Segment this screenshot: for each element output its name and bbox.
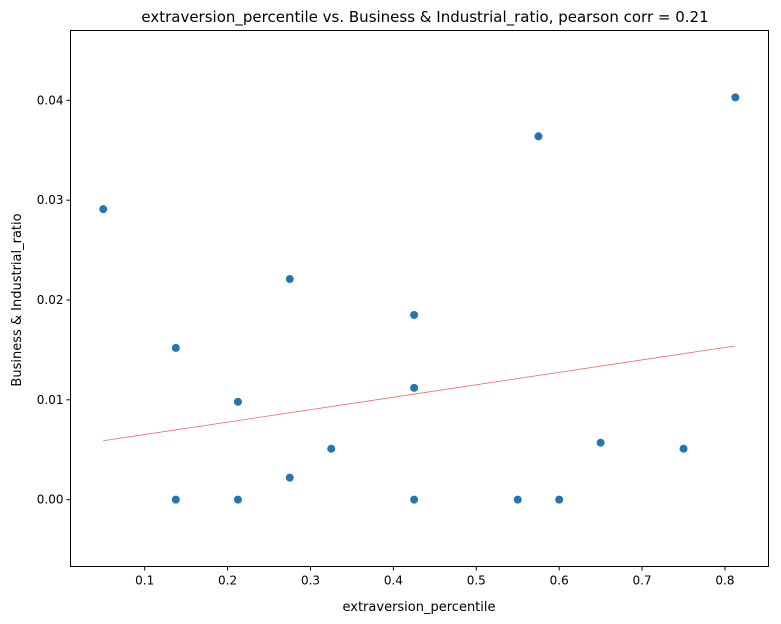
data-point: [410, 383, 419, 392]
x-tick-label: 0.8: [715, 574, 734, 588]
data-point: [410, 495, 419, 504]
data-point: [233, 495, 242, 504]
data-point: [285, 275, 294, 284]
data-point: [679, 444, 688, 453]
plot-frame: [70, 30, 769, 567]
x-axis-ticks: 0.1 0.2 0.3 0.4 0.5 0.6 0.7 0.8: [135, 566, 735, 588]
x-tick-label: 0.5: [467, 574, 486, 588]
data-point: [731, 93, 740, 102]
y-axis-label: Business & Industrial_ratio: [10, 213, 25, 386]
data-point: [596, 438, 605, 447]
y-tick-label: 0.03: [37, 193, 64, 207]
trendline: [103, 345, 736, 442]
data-point: [410, 310, 419, 319]
chart-title: extraversion_percentile vs. Business & I…: [141, 8, 708, 27]
x-axis-label: extraversion_percentile: [343, 600, 496, 615]
data-point: [285, 473, 294, 482]
y-tick-label: 0.00: [37, 493, 64, 507]
data-point: [327, 444, 336, 453]
y-tick-label: 0.04: [37, 93, 64, 107]
x-tick-label: 0.4: [384, 574, 403, 588]
x-tick-label: 0.6: [550, 574, 569, 588]
y-tick-label: 0.02: [37, 293, 64, 307]
x-tick-label: 0.1: [135, 574, 154, 588]
data-point: [513, 495, 522, 504]
x-tick-label: 0.3: [301, 574, 320, 588]
data-point: [233, 397, 242, 406]
points-layer: [99, 93, 740, 504]
x-tick-label: 0.2: [218, 574, 237, 588]
y-axis-ticks: 0.00 0.01 0.02 0.03 0.04: [37, 93, 71, 507]
data-point: [171, 495, 180, 504]
data-point: [555, 495, 564, 504]
data-point: [534, 132, 543, 141]
plot-area: [70, 30, 769, 567]
trendline-layer: [103, 345, 736, 442]
y-tick-label: 0.01: [37, 393, 64, 407]
data-point: [99, 205, 108, 214]
data-point: [171, 343, 180, 352]
x-tick-label: 0.7: [633, 574, 652, 588]
